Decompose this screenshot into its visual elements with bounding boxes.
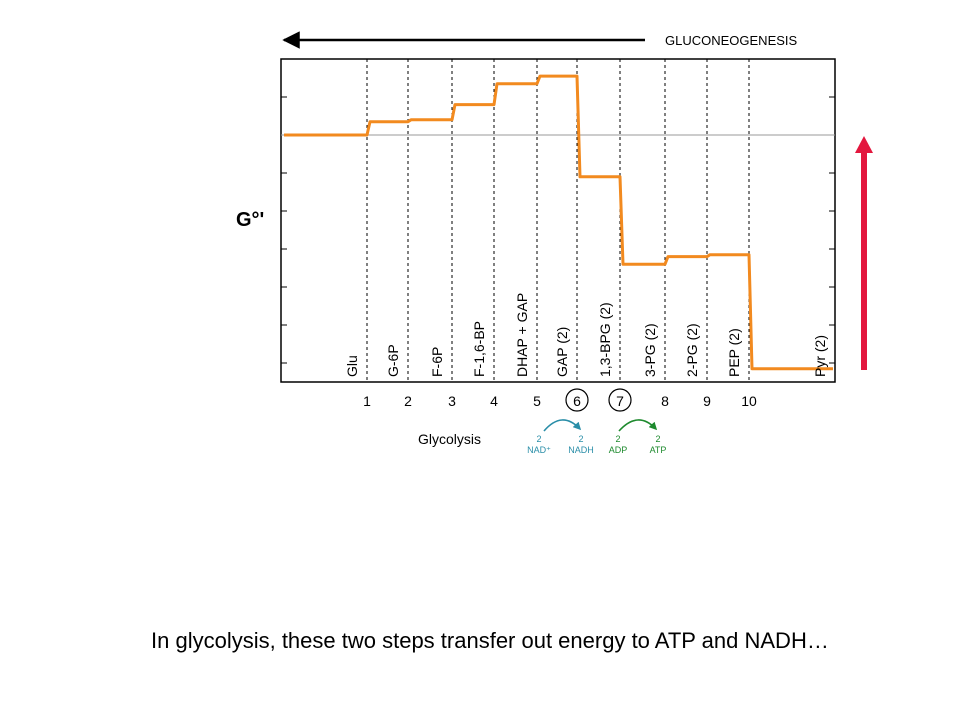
cofactor-coefficient: 2 <box>655 434 660 444</box>
nad-to-nadh-arrow <box>543 419 582 432</box>
y-axis-label: G°' <box>236 209 264 231</box>
step-circle <box>565 388 589 412</box>
glycolysis-label: Glycolysis <box>418 431 481 447</box>
intermediate-label: F-1,6-BP <box>471 321 487 377</box>
slide-caption: In glycolysis, these two steps transfer … <box>151 628 829 653</box>
step-number-labels: 1 2 3 4 5 6 7 8 9 10 <box>363 388 757 412</box>
intermediate-label: 3-PG (2) <box>642 323 658 377</box>
intermediate-label: PEP (2) <box>726 328 742 377</box>
step-number: 10 <box>741 393 757 409</box>
step-number: 4 <box>490 393 498 409</box>
step-number: 5 <box>533 393 541 409</box>
cofactor-name: ATP <box>650 445 667 455</box>
cofactor-coefficient: 2 <box>615 434 620 444</box>
cofactor-coefficient: 2 <box>536 434 541 444</box>
intermediate-label: 2-PG (2) <box>684 323 700 377</box>
step-number: 9 <box>703 393 711 409</box>
step-circle <box>608 388 632 412</box>
intermediate-label: Pyr (2) <box>812 335 828 377</box>
step-number: 6 <box>573 393 581 409</box>
cofactor-name: NADH <box>568 445 594 455</box>
intermediate-label: F-6P <box>429 347 445 377</box>
step-number: 2 <box>404 393 412 409</box>
cofactor-name: NAD⁺ <box>527 445 551 455</box>
step-number: 7 <box>616 393 624 409</box>
step-number: 1 <box>363 393 371 409</box>
intermediate-labels: Glu G-6P F-6P F-1,6-BP DHAP + GAP GAP (2) 1,3-… <box>344 293 828 377</box>
cofactor-name: ADP <box>609 445 628 455</box>
cofactor-coefficient: 2 <box>578 434 583 444</box>
energy-up-arrowhead <box>855 136 873 153</box>
intermediate-label: G-6P <box>385 344 401 377</box>
plot-frame <box>280 58 836 383</box>
intermediate-label: Glu <box>344 355 360 377</box>
step-number: 8 <box>661 393 669 409</box>
gluconeogenesis-label: GLUCONEOGENESIS <box>665 33 798 48</box>
free-energy-profile <box>284 74 833 371</box>
step-number: 3 <box>448 393 456 409</box>
intermediate-label: GAP (2) <box>554 327 570 377</box>
adp-to-atp-arrow <box>618 419 658 432</box>
intermediate-label: 1,3-BPG (2) <box>597 302 613 377</box>
intermediate-label: DHAP + GAP <box>514 293 530 377</box>
